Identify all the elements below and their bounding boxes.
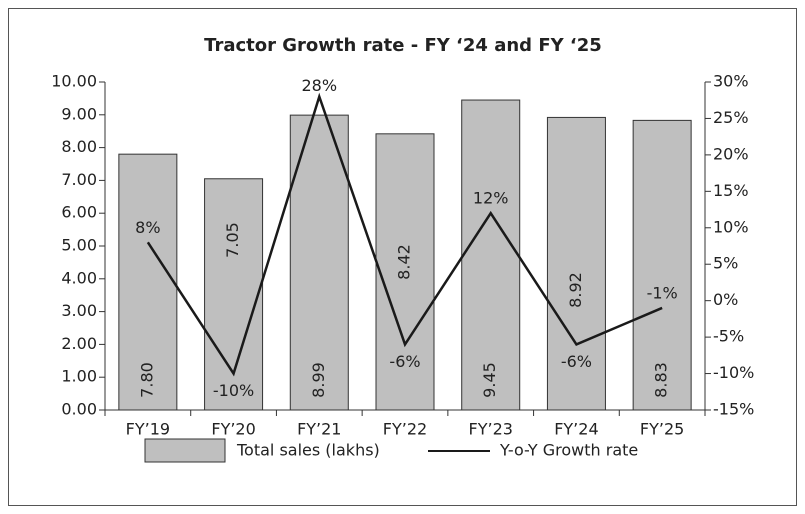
y-tick-label: 0.00 (61, 400, 97, 419)
y2-tick-label: -10% (713, 363, 754, 382)
bar (289, 114, 349, 411)
x-tick-label: FY’25 (640, 420, 684, 439)
line-value-label: -10% (213, 381, 254, 400)
y-tick-label: 2.00 (61, 334, 97, 353)
x-tick-label: FY’23 (469, 420, 513, 439)
bar (375, 133, 435, 411)
y2-tick-label: 15% (713, 181, 749, 200)
y-tick-label: 10.00 (51, 72, 97, 91)
y-tick-label: 8.00 (61, 137, 97, 156)
line-value-label: -6% (389, 352, 420, 371)
bar (118, 153, 178, 411)
bar-value-label: 7.05 (223, 222, 242, 258)
bar-value-label: 8.92 (566, 272, 585, 308)
y-tick-label: 1.00 (61, 367, 97, 386)
y2-tick-label: 5% (713, 254, 738, 273)
y-tick-label: 6.00 (61, 203, 97, 222)
growth-line (146, 92, 663, 377)
y2-tick-label: 0% (713, 290, 738, 309)
bar-value-label: 9.45 (480, 362, 499, 398)
x-tick-label: FY’19 (126, 420, 170, 439)
legend-swatch-bar (144, 438, 226, 463)
bar-value-label: 8.42 (395, 244, 414, 280)
bar (204, 178, 264, 411)
chart-title: Tractor Growth rate - FY ‘24 and FY ‘25 (204, 35, 602, 56)
legend-label: Y-o-Y Growth rate (499, 441, 638, 460)
y2-tick-label: -5% (713, 327, 744, 346)
y-tick-label: 3.00 (61, 301, 97, 320)
bar-value-label: 7.80 (137, 362, 156, 398)
line-value-label: -1% (647, 283, 678, 302)
line-value-label: 8% (135, 218, 160, 237)
y-tick-label: 5.00 (61, 236, 97, 255)
x-tick-label: FY’22 (383, 420, 427, 439)
y-tick-label: 9.00 (61, 104, 97, 123)
line-value-label: 28% (302, 76, 338, 95)
legend-label: Total sales (lakhs) (236, 441, 380, 460)
line-value-label: 12% (473, 189, 509, 208)
x-tick-label: FY’24 (554, 420, 598, 439)
line-value-label: -6% (561, 352, 592, 371)
y-tick-label: 7.00 (61, 170, 97, 189)
bar-value-label: 8.83 (652, 362, 671, 398)
x-tick-label: FY’20 (211, 420, 255, 439)
x-tick-label: FY’21 (297, 420, 341, 439)
bar (632, 119, 692, 411)
y2-tick-label: -15% (713, 400, 754, 419)
y2-tick-label: 20% (713, 144, 749, 163)
y2-tick-label: 25% (713, 108, 749, 127)
y-tick-label: 4.00 (61, 268, 97, 287)
y2-tick-label: 30% (713, 72, 749, 91)
bar-value-label: 8.99 (309, 362, 328, 398)
y2-tick-label: 10% (713, 217, 749, 236)
bar (461, 99, 521, 411)
